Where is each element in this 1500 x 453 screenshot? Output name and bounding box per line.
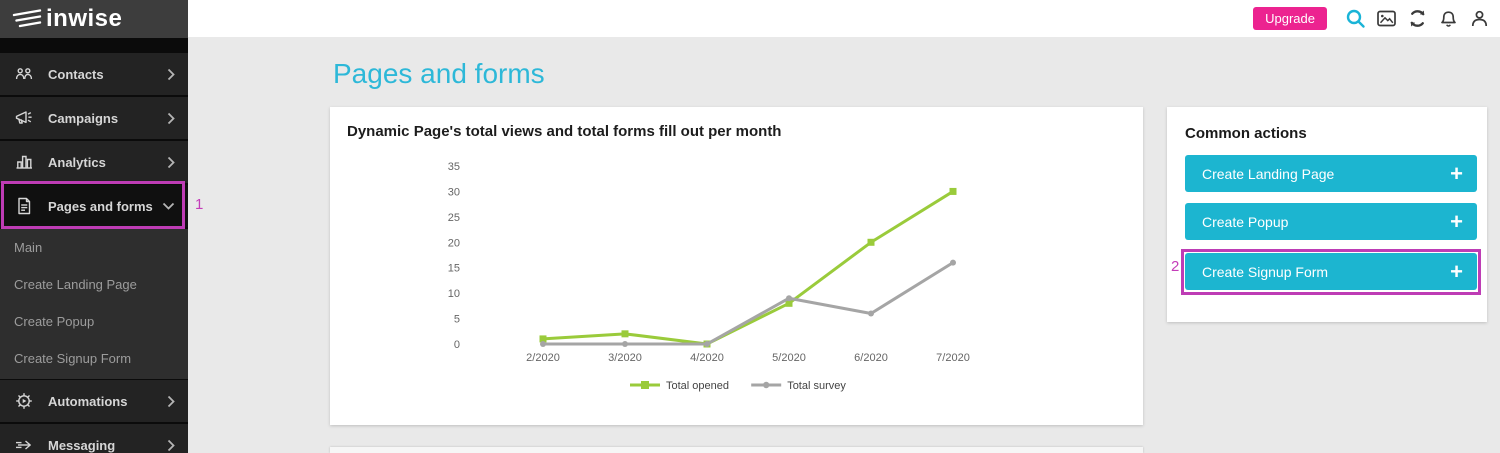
button-label: Create Popup	[1202, 213, 1289, 230]
svg-text:15: 15	[448, 263, 460, 275]
bar-chart-icon	[13, 151, 35, 173]
svg-text:4/2020: 4/2020	[690, 352, 724, 364]
sidebar-item-automations[interactable]: Automations	[0, 380, 188, 422]
plus-icon: +	[1450, 160, 1463, 186]
sidebar-item-label: Automations	[48, 393, 128, 409]
svg-text:35: 35	[448, 161, 460, 173]
step-2-label: 2	[1171, 258, 1180, 275]
svg-text:0: 0	[454, 339, 460, 351]
upgrade-button[interactable]: Upgrade	[1253, 7, 1327, 30]
page-title: Pages and forms	[333, 58, 545, 89]
svg-text:3/2020: 3/2020	[608, 352, 642, 364]
plus-icon: +	[1450, 258, 1463, 284]
submenu-item-create-landing-page[interactable]: Create Landing Page	[14, 277, 137, 292]
create-landing-page-button[interactable]: Create Landing Page +	[1185, 155, 1477, 192]
inwise-logo-icon	[12, 9, 42, 28]
sidebar: Contacts Campaigns Analytics	[0, 38, 188, 453]
sidebar-item-label: Contacts	[48, 66, 104, 82]
arrow-icon	[13, 434, 35, 453]
common-actions-title: Common actions	[1185, 125, 1307, 142]
megaphone-icon	[13, 107, 35, 129]
common-actions-card: Common actions Create Landing Page + Cre…	[1167, 107, 1487, 322]
svg-text:Total opened: Total opened	[666, 380, 729, 392]
submenu-item-create-signup-form[interactable]: Create Signup Form	[14, 351, 132, 366]
pages-and-forms-submenu: Main Create Landing Page Create Popup Cr…	[0, 229, 188, 379]
document-icon	[13, 195, 35, 217]
contacts-icon	[13, 63, 35, 85]
sidebar-item-pages-and-forms[interactable]: Pages and forms	[0, 185, 188, 227]
step-1-label: 1	[195, 196, 204, 213]
chevron-right-icon	[167, 156, 175, 168]
bell-icon[interactable]	[1438, 8, 1459, 29]
create-signup-form-button[interactable]: Create Signup Form +	[1185, 253, 1477, 290]
plus-icon: +	[1450, 208, 1463, 234]
svg-text:20: 20	[448, 237, 460, 249]
user-icon[interactable]	[1469, 8, 1490, 29]
image-icon[interactable]	[1376, 8, 1397, 29]
svg-text:5: 5	[454, 314, 460, 326]
chevron-right-icon	[167, 112, 175, 124]
sidebar-item-contacts[interactable]: Contacts	[0, 53, 188, 95]
gear-play-icon	[13, 390, 35, 412]
chevron-right-icon	[167, 439, 175, 451]
chart-title: Dynamic Page's total views and total for…	[347, 123, 782, 140]
create-popup-button[interactable]: Create Popup +	[1185, 203, 1477, 240]
sidebar-item-label: Pages and forms	[48, 198, 153, 214]
chevron-right-icon	[167, 68, 175, 80]
logo[interactable]: inwise	[0, 0, 188, 38]
sidebar-item-label: Analytics	[48, 154, 106, 170]
svg-text:7/2020: 7/2020	[936, 352, 970, 364]
svg-text:2/2020: 2/2020	[526, 352, 560, 364]
sidebar-item-analytics[interactable]: Analytics	[0, 141, 188, 183]
next-card-edge	[330, 447, 1143, 453]
svg-text:30: 30	[448, 186, 460, 198]
sidebar-item-label: Campaigns	[48, 110, 119, 126]
sidebar-item-messaging[interactable]: Messaging	[0, 424, 188, 453]
svg-text:6/2020: 6/2020	[854, 352, 888, 364]
svg-text:5/2020: 5/2020	[772, 352, 806, 364]
topbar: Upgrade	[188, 0, 1500, 37]
svg-text:10: 10	[448, 288, 460, 300]
chevron-down-icon	[162, 202, 175, 210]
sync-icon[interactable]	[1407, 8, 1428, 29]
submenu-item-create-popup[interactable]: Create Popup	[14, 314, 95, 329]
chart-card: Dynamic Page's total views and total for…	[330, 107, 1143, 425]
line-chart: 0 5 10 15 20 25 30 35 2/2020 3/2020 4/2020 5/2020 6/…	[448, 161, 970, 392]
svg-text:Total survey: Total survey	[787, 380, 846, 392]
search-icon[interactable]	[1345, 8, 1366, 29]
logo-text: inwise	[46, 5, 123, 32]
sidebar-item-label: Messaging	[48, 437, 116, 453]
submenu-item-main[interactable]: Main	[14, 240, 43, 255]
button-label: Create Landing Page	[1202, 165, 1335, 182]
sidebar-item-campaigns[interactable]: Campaigns	[0, 97, 188, 139]
svg-text:25: 25	[448, 212, 460, 224]
button-label: Create Signup Form	[1202, 263, 1329, 280]
chevron-right-icon	[167, 395, 175, 407]
